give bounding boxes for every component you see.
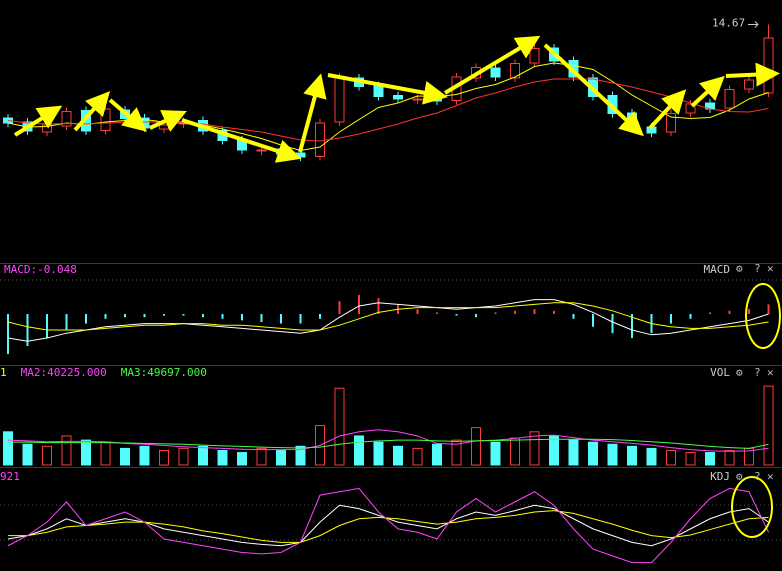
candle-body bbox=[256, 149, 267, 152]
indicator-line bbox=[8, 438, 769, 449]
candle-body bbox=[373, 85, 384, 97]
volume-bar bbox=[295, 445, 306, 466]
volume-bar bbox=[724, 449, 735, 466]
trend-arrows bbox=[13, 35, 780, 163]
panel-icons: ⚙ ? ✕ ⚙ ? ✕ ⚙ ? ✕ bbox=[736, 262, 774, 483]
gear-icon[interactable]: ⚙ bbox=[736, 262, 743, 275]
candle-body bbox=[510, 63, 520, 79]
volume-bar bbox=[373, 441, 384, 466]
volume-bar bbox=[568, 439, 579, 466]
volume-bar bbox=[159, 449, 169, 466]
volume-bar bbox=[451, 439, 462, 466]
high-arrow bbox=[748, 21, 759, 28]
volume-bar bbox=[120, 447, 130, 466]
panel-name: VOL bbox=[710, 366, 730, 379]
volume-bar bbox=[100, 441, 111, 466]
gear-icon[interactable]: ⚙ bbox=[736, 366, 743, 379]
volume-bar bbox=[510, 437, 520, 466]
indicator-line bbox=[7, 299, 769, 342]
readout: 921 bbox=[0, 470, 20, 483]
volume-bar bbox=[529, 431, 540, 466]
volume-bar bbox=[666, 449, 676, 466]
volume-bar bbox=[81, 439, 91, 466]
volume-bar bbox=[705, 452, 715, 466]
volume-bar bbox=[139, 445, 150, 466]
close-icon[interactable]: ✕ bbox=[767, 366, 774, 379]
volume-bar bbox=[412, 447, 423, 466]
indicator-line bbox=[7, 429, 769, 452]
highlight-ellipses bbox=[731, 283, 781, 538]
help-icon[interactable]: ? bbox=[754, 470, 761, 483]
candle-body bbox=[412, 98, 423, 101]
readout: MACD:-0.048 bbox=[4, 263, 77, 276]
volume-bar bbox=[61, 435, 72, 466]
volume-bar bbox=[588, 441, 598, 466]
help-icon[interactable]: ? bbox=[754, 366, 761, 379]
candle-body bbox=[744, 79, 754, 90]
volume-bar bbox=[217, 449, 228, 466]
close-icon[interactable]: ✕ bbox=[767, 262, 774, 275]
indicator-line bbox=[7, 487, 769, 564]
volume-bar bbox=[354, 435, 364, 466]
candle-body bbox=[529, 48, 540, 64]
candle-body bbox=[490, 67, 501, 78]
volume-bar bbox=[432, 443, 442, 466]
volume-bar bbox=[490, 441, 501, 466]
candle-body bbox=[393, 95, 403, 100]
readout: MA2:40225.000 bbox=[21, 366, 107, 379]
volume-bar bbox=[646, 447, 657, 466]
close-icon[interactable]: ✕ bbox=[767, 470, 774, 483]
volume-bar bbox=[393, 445, 403, 466]
indicator-line bbox=[8, 510, 769, 543]
volume-bar bbox=[627, 445, 637, 466]
candle-body bbox=[315, 122, 325, 157]
indicator-line bbox=[7, 302, 769, 331]
volume-bar bbox=[42, 445, 52, 466]
candle-body bbox=[666, 113, 676, 133]
volume-bar bbox=[549, 435, 559, 466]
panel-name: KDJ bbox=[710, 470, 730, 483]
readout: MA3:49697.000 bbox=[121, 366, 207, 379]
candle-body bbox=[334, 76, 345, 123]
candle-body bbox=[159, 124, 169, 130]
help-icon[interactable]: ? bbox=[754, 262, 761, 275]
volume-bar bbox=[763, 385, 774, 466]
high-label: 14.67 bbox=[712, 17, 745, 30]
panel-separators bbox=[0, 263, 782, 468]
candle-body bbox=[763, 37, 774, 94]
volume-bar bbox=[3, 431, 13, 466]
candle-body bbox=[295, 152, 306, 158]
panel-name: MACD bbox=[704, 263, 731, 276]
volume-bar bbox=[178, 447, 189, 466]
volume-bar bbox=[198, 445, 208, 466]
indicator-line bbox=[7, 504, 769, 547]
candle-body bbox=[432, 97, 442, 102]
volume-bar bbox=[334, 387, 345, 466]
volume-bar bbox=[276, 449, 286, 466]
readout: 1 bbox=[0, 366, 7, 379]
volume-bar bbox=[256, 447, 267, 466]
volume-bar bbox=[685, 452, 696, 466]
candle-body bbox=[100, 108, 111, 131]
volume-bar bbox=[471, 427, 481, 466]
gear-icon[interactable]: ⚙ bbox=[736, 470, 743, 483]
candle-body bbox=[724, 89, 735, 109]
volume-bar bbox=[22, 443, 33, 466]
volume-bar bbox=[607, 443, 618, 466]
volume-bar bbox=[237, 452, 247, 466]
candle-body bbox=[3, 117, 13, 124]
